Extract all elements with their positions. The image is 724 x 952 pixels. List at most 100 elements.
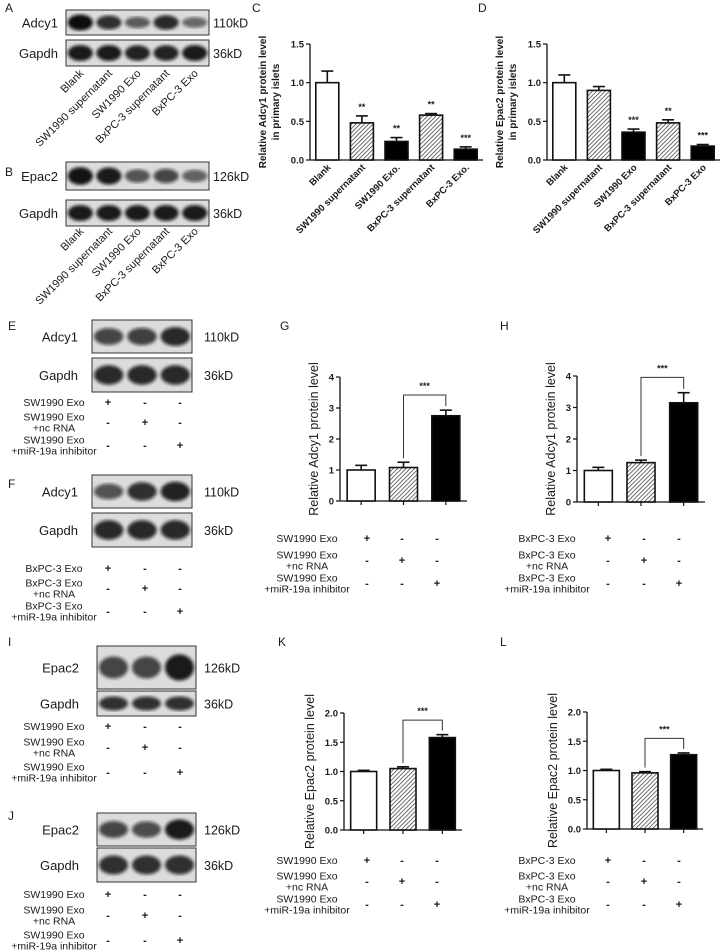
blot-row-adcy1: Adcy1 110kD: [42, 474, 239, 509]
minus-sign: -: [106, 606, 110, 618]
minus-sign: -: [365, 876, 369, 888]
y-axis-label: Relative Adcy1 protein level: [544, 362, 558, 516]
plus-sign: +: [399, 555, 405, 567]
protein-band: [131, 696, 162, 711]
minus-sign: -: [178, 417, 182, 429]
protein-label: Adcy1: [42, 330, 78, 345]
plus-sign: +: [177, 606, 183, 618]
minus-sign: -: [143, 721, 147, 733]
plus-sign: +: [105, 889, 111, 901]
blot-row-adcy1: Adcy1 110kD: [42, 319, 239, 354]
condition-label: SW1990 Exo: [23, 737, 84, 749]
bar-group-2: [388, 466, 419, 502]
y-tick-label: 0.0: [528, 156, 541, 167]
plus-sign: +: [105, 563, 111, 575]
y-tick-label: 0: [566, 498, 571, 509]
panel-letter: L: [500, 635, 507, 649]
condition-label: SW1990 Exo: [23, 930, 84, 942]
minus-sign: -: [143, 440, 147, 452]
panel-letter: G: [280, 319, 289, 333]
bar-group-1: [349, 770, 378, 831]
protein-band: [96, 15, 122, 30]
plus-sign: +: [177, 767, 183, 779]
bar-group-2: [626, 461, 656, 503]
plus-sign: +: [399, 876, 405, 888]
y-axis-label: Relative Adcy1 protein level: [307, 362, 321, 516]
bar-sw1990-exo-: [384, 140, 409, 161]
minus-sign: -: [143, 397, 147, 409]
condition-label: SW1990 Exo: [23, 397, 84, 409]
minus-sign: -: [365, 555, 369, 567]
molecular-weight-label: 126kD: [204, 662, 240, 676]
condition-label: +nc RNA: [526, 882, 568, 894]
protein-label: Gapdh: [19, 46, 58, 61]
western-blot-panel-f: F Adcy1 110kD Gapdh 36kD BxPC-3 Exo + - - BxPC-3 …: [8, 474, 239, 624]
y-tick-label: 1.0: [291, 78, 304, 89]
x-category-label: Blank: [307, 162, 334, 189]
y-tick-label: 1.5: [291, 40, 305, 51]
plus-sign: +: [105, 397, 111, 409]
panel-letter: B: [5, 165, 13, 179]
protein-band: [131, 855, 162, 875]
protein-band: [67, 167, 93, 185]
condition-label: BxPC-3 Exo: [518, 855, 575, 867]
minus-sign: -: [143, 889, 147, 901]
bar-chart-c: C 0.0 0.5 1.0 1.5 Relative Adcy1 protein leve…: [252, 1, 483, 236]
y-tick-label: 2.0: [325, 709, 338, 720]
condition-label: SW1990 Exo: [276, 533, 337, 545]
panel-letter: D: [478, 1, 487, 15]
plus-sign: +: [364, 855, 370, 867]
molecular-weight-label: 36kD: [213, 47, 242, 61]
bar-group-2: [389, 767, 417, 831]
condition-label: +nc RNA: [286, 882, 328, 894]
condition-label: BxPC-3 Exo: [518, 533, 575, 545]
plus-sign: +: [142, 583, 148, 595]
molecular-weight-label: 36kD: [204, 369, 233, 383]
bar-chart-l: L 0.0 0.5 1.0 1.5 2.0 Relative Epac2 protein l…: [500, 635, 703, 917]
molecular-weight-label: 110kD: [213, 17, 248, 31]
minus-sign: -: [400, 533, 404, 545]
protein-band: [67, 14, 93, 31]
protein-band: [153, 168, 179, 184]
blot-row-epac2: Epac2 126kD: [42, 812, 240, 847]
protein-band: [153, 205, 179, 221]
protein-label: Gapdh: [40, 697, 79, 712]
condition-label: +nc RNA: [33, 916, 75, 928]
condition-label: BxPC-3 Exo: [518, 550, 575, 562]
bar-sw1990-supernatant: [586, 89, 612, 161]
bar-group-1: [583, 469, 614, 503]
bar-group-3: [668, 401, 699, 503]
minus-sign: -: [400, 855, 404, 867]
protein-band: [127, 365, 157, 385]
minus-sign: -: [178, 742, 182, 754]
y-tick-label: 1.0: [568, 766, 581, 777]
minus-sign: -: [143, 606, 147, 618]
condition-label: BxPC-3 Exo: [518, 894, 575, 906]
significance-marker: **: [665, 106, 673, 116]
protein-band: [160, 365, 190, 385]
western-blot-panel-i: I Epac2 126kD Gapdh 36kD SW1990 Exo + - - SW1990 …: [8, 635, 240, 785]
plus-sign: +: [676, 899, 682, 911]
panel-letter: C: [252, 1, 261, 15]
protein-band: [153, 15, 179, 30]
condition-label: BxPC-3 Exo: [25, 578, 82, 590]
minus-sign: -: [435, 876, 439, 888]
y-tick-label: 1.0: [325, 767, 338, 778]
minus-sign: -: [435, 533, 439, 545]
plus-sign: +: [434, 899, 440, 911]
protein-band: [124, 169, 151, 183]
blot-row-gapdh: Gapdh 36kD: [39, 357, 233, 393]
y-axis-label: in primary islets: [508, 63, 519, 140]
condition-label: BxPC-3 Exo: [518, 573, 575, 585]
minus-sign: -: [642, 578, 646, 590]
y-tick-label: 3: [329, 404, 334, 415]
y-tick-label: 4: [566, 372, 572, 383]
plus-sign: +: [177, 935, 183, 947]
panel-letter: H: [500, 319, 509, 333]
y-axis-label: Relative Epac2 protein level: [546, 693, 560, 848]
condition-label: +miR-19a inhibitor: [11, 941, 97, 952]
condition-label: +nc RNA: [33, 748, 75, 760]
minus-sign: -: [106, 910, 110, 922]
western-blot-panel-j: J Epac2 126kD Gapdh 36kD SW1990 Exo + - - SW1990 …: [8, 809, 240, 952]
